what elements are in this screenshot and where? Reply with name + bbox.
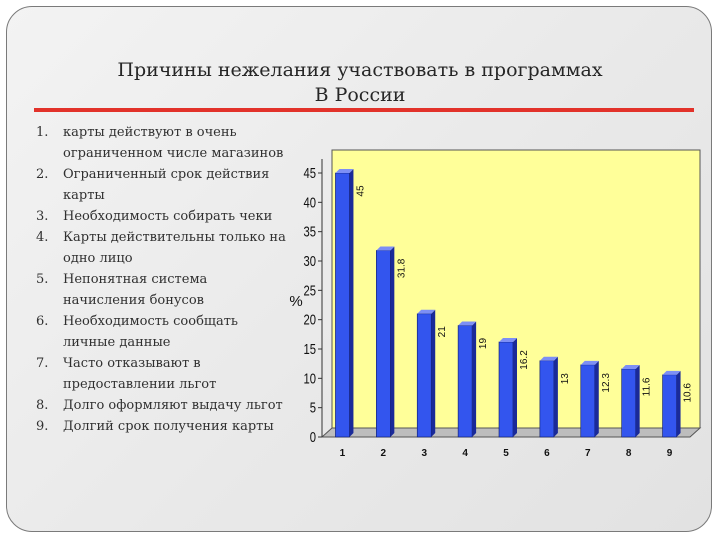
reason-text: Необходимость сообщать личные данные xyxy=(63,314,238,350)
bar-side xyxy=(390,246,395,437)
reason-number: 1. xyxy=(36,125,49,140)
bar-top xyxy=(621,364,640,369)
bar-value-label: 16.2 xyxy=(519,350,530,370)
reason-item: 2. Ограниченный срок действия карты xyxy=(36,164,286,206)
bar-value-label: 21 xyxy=(437,326,448,338)
reason-item: 9. Долгий срок получения карты xyxy=(36,416,286,437)
bar-side xyxy=(635,364,640,437)
reason-number: 5. xyxy=(36,272,49,287)
bar-side xyxy=(431,309,436,437)
bar-side xyxy=(472,321,477,437)
bar xyxy=(539,360,555,438)
bar-value-label: 13 xyxy=(560,373,571,385)
reason-item: 3. Необходимость собирать чеки xyxy=(36,206,286,227)
x-tick-label: 6 xyxy=(544,448,550,459)
bar xyxy=(580,364,596,438)
bar-top xyxy=(580,360,599,365)
y-tick-label: 20 xyxy=(303,311,316,328)
y-tick-label: 35 xyxy=(303,223,316,240)
reasons-list: 1. карты действуют в очень ограниченном … xyxy=(36,122,286,437)
reason-number: 2. xyxy=(36,167,49,182)
reason-number: 8. xyxy=(36,398,49,413)
bar-side xyxy=(676,370,681,437)
bar-top xyxy=(376,246,395,251)
reason-text: Долгий срок получения карты xyxy=(63,419,274,434)
y-axis-label: % xyxy=(289,293,302,310)
y-tick-label: 45 xyxy=(303,164,316,181)
bar xyxy=(662,374,677,438)
x-tick-label: 3 xyxy=(421,448,427,459)
x-tick-label: 4 xyxy=(462,448,468,459)
bar xyxy=(416,313,432,438)
y-tick-label: 40 xyxy=(303,194,316,211)
x-tick-label: 2 xyxy=(381,448,387,459)
reason-text: Долго оформляют выдачу льгот xyxy=(63,398,283,413)
bar xyxy=(457,325,473,438)
bar xyxy=(335,172,350,438)
bar-top xyxy=(662,370,681,375)
reason-number: 9. xyxy=(36,419,49,434)
bar-top xyxy=(335,169,354,173)
reason-text: Ограниченный срок действия карты xyxy=(63,167,270,203)
x-tick-label: 9 xyxy=(667,448,673,459)
bar-top xyxy=(417,309,436,314)
slide-title-line-1: Причины нежелания участвовать в программ… xyxy=(117,59,603,81)
y-tick-label: 0 xyxy=(310,428,316,445)
y-tick-label: 10 xyxy=(303,370,316,387)
bar-value-label: 31.8 xyxy=(396,258,407,278)
bar-value-label: 45 xyxy=(355,185,366,197)
y-tick-label: 5 xyxy=(310,399,316,416)
bar-side xyxy=(513,337,517,437)
bar xyxy=(498,341,514,438)
bar-value-label: 10.6 xyxy=(683,383,694,403)
bar xyxy=(621,368,636,438)
reason-text: Необходимость собирать чеки xyxy=(63,209,273,224)
reason-number: 4. xyxy=(36,230,49,245)
x-tick-label: 1 xyxy=(340,448,346,459)
slide-title: Причины нежелания участвовать в программ… xyxy=(40,58,680,108)
reason-text: Карты действительны только на одно лицо xyxy=(63,230,286,266)
bar-top xyxy=(458,321,477,326)
bar-side xyxy=(594,360,599,437)
reason-item: 8. Долго оформляют выдачу льгот xyxy=(36,395,286,416)
reason-item: 1. карты действуют в очень ограниченном … xyxy=(36,122,286,164)
x-tick-label: 7 xyxy=(585,448,591,459)
bar-value-label: 11.6 xyxy=(642,377,653,396)
reason-number: 6. xyxy=(36,314,49,329)
title-underline xyxy=(34,108,694,112)
x-tick-label: 8 xyxy=(626,448,632,459)
bar-side xyxy=(553,356,558,437)
reason-number: 7. xyxy=(36,356,49,371)
reason-text: карты действуют в очень ограниченном чис… xyxy=(63,125,284,161)
reason-text: Непонятная система начисления бонусов xyxy=(63,272,208,308)
y-tick-label: 30 xyxy=(303,252,316,269)
y-tick-label: 25 xyxy=(303,282,316,299)
bar-value-label: 19 xyxy=(478,338,489,350)
reason-text: Часто отказывают в предоставлении льгот xyxy=(63,356,217,392)
reason-item: 4. Карты действительны только на одно ли… xyxy=(36,227,286,269)
reason-item: 6. Необходимость сообщать личные данные xyxy=(36,311,286,353)
bar-value-label: 12.3 xyxy=(601,373,612,393)
slide-title-line-2: В России xyxy=(314,84,406,106)
reason-item: 5. Непонятная система начисления бонусов xyxy=(36,269,286,311)
bar-side xyxy=(349,169,354,437)
reason-number: 3. xyxy=(36,209,49,224)
bar-top xyxy=(499,337,517,342)
y-tick-label: 15 xyxy=(303,340,316,357)
bar xyxy=(376,250,391,438)
x-tick-label: 5 xyxy=(503,448,509,459)
bar-top xyxy=(539,356,558,361)
reason-item: 7. Часто отказывают в предоставлении льг… xyxy=(36,353,286,395)
